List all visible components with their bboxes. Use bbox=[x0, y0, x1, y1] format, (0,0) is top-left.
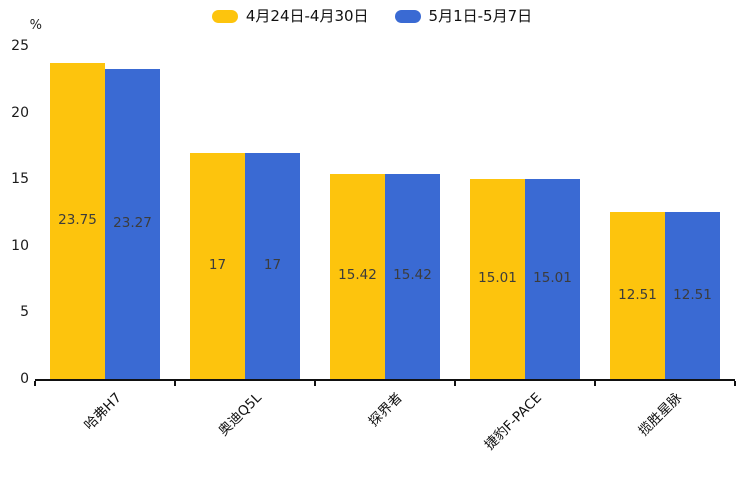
legend-swatch-icon bbox=[394, 9, 421, 23]
x-axis-tick-mark bbox=[174, 381, 176, 386]
legend-item-label: 4月24日-4月30日 bbox=[245, 7, 369, 25]
bar-揽胜星脉-series-1[interactable]: 12.51 bbox=[610, 212, 665, 379]
x-axis-category-label: 奥迪Q5L bbox=[215, 389, 266, 440]
bar-value-label: 15.01 bbox=[533, 270, 572, 287]
x-axis-tick-mark bbox=[734, 381, 736, 386]
legend-swatch-icon bbox=[211, 9, 238, 23]
bar-哈弗H7-series-1[interactable]: 23.75 bbox=[50, 62, 105, 379]
x-axis-category-label: 捷豹F-PACE bbox=[481, 389, 546, 454]
legend-item-series-1[interactable]: 4月24日-4月30日 bbox=[211, 6, 369, 26]
legend-item-series-2[interactable]: 5月1日-5月7日 bbox=[394, 6, 533, 26]
x-axis-category-label: 哈弗H7 bbox=[81, 389, 126, 434]
x-axis-tick-mark bbox=[34, 381, 36, 386]
bar-value-label: 23.75 bbox=[58, 211, 97, 228]
bar-捷豹F-PACE-series-2[interactable]: 15.01 bbox=[525, 179, 580, 379]
bar-value-label: 15.42 bbox=[338, 267, 377, 284]
x-axis-category-label: 揽胜星脉 bbox=[635, 389, 686, 440]
bar-value-label: 17 bbox=[263, 256, 282, 273]
bar-value-label: 15.01 bbox=[478, 270, 517, 287]
y-axis-tick-label: 20 bbox=[11, 104, 29, 121]
y-axis-tick-label: 25 bbox=[11, 38, 29, 54]
x-axis-tick-mark bbox=[314, 381, 316, 386]
x-axis-tick-mark bbox=[594, 381, 596, 386]
bar-捷豹F-PACE-series-1[interactable]: 15.01 bbox=[470, 179, 525, 379]
bar-value-label: 12.51 bbox=[673, 286, 712, 303]
y-axis-tick-label: 10 bbox=[11, 237, 29, 254]
bar-哈弗H7-series-2[interactable]: 23.27 bbox=[105, 69, 160, 379]
bar-value-label: 23.27 bbox=[113, 215, 152, 231]
x-axis-tick-mark bbox=[454, 381, 456, 386]
y-axis-tick-label: 0 bbox=[20, 371, 29, 387]
legend: 4月24日-4月30日 5月1日-5月7日 bbox=[0, 6, 744, 26]
y-axis-unit-label: % bbox=[29, 18, 42, 33]
bar-奥迪Q5L-series-1[interactable]: 17 bbox=[190, 152, 245, 379]
bar-探界者-series-1[interactable]: 15.42 bbox=[330, 173, 385, 379]
y-axis-tick-label: 5 bbox=[20, 304, 29, 321]
legend-item-label: 5月1日-5月7日 bbox=[428, 7, 533, 25]
bar-value-label: 17 bbox=[208, 256, 227, 273]
bar-value-label: 15.42 bbox=[393, 267, 432, 284]
x-axis-category-label: 探界者 bbox=[365, 389, 406, 430]
bar-揽胜星脉-series-2[interactable]: 12.51 bbox=[665, 212, 720, 379]
bar-奥迪Q5L-series-2[interactable]: 17 bbox=[245, 152, 300, 379]
plot-area: 23.75 23.27 17 17 15.42 15.42 15.01 15.01 12.51 1… bbox=[35, 46, 735, 381]
bar-探界者-series-2[interactable]: 15.42 bbox=[385, 173, 440, 379]
y-axis-tick-label: 15 bbox=[11, 171, 29, 188]
bar-value-label: 12.51 bbox=[618, 286, 657, 303]
